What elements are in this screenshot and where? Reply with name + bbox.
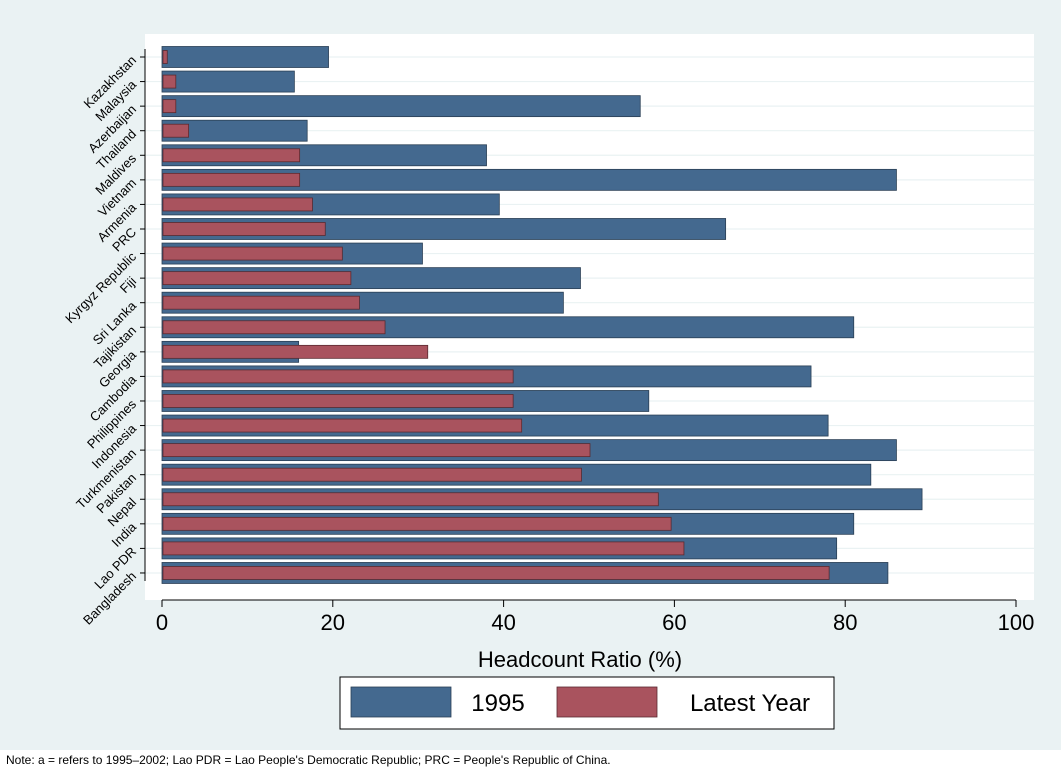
legend: 1995 Latest Year [339,676,835,730]
x-axis-title: Headcount Ratio (%) [478,647,682,672]
bar-1995 [161,119,308,142]
x-tick-label: 20 [321,610,345,635]
bar-latest-year [162,516,672,531]
bar-latest-year [162,344,429,359]
bar-latest-year [162,172,301,187]
bar-latest-year [162,566,830,580]
bars [161,46,923,584]
bar-latest-year [162,295,360,310]
x-tick-label: 100 [998,610,1035,635]
bar-1995 [161,168,897,191]
bar-latest-year [162,197,313,212]
legend-swatch-1995 [350,686,452,718]
bar-latest-year [162,541,685,556]
bar-latest-year [162,123,190,138]
bar-1995 [161,46,329,68]
x-tick-label: 60 [662,610,686,635]
bar-latest-year [162,246,343,261]
bar-latest-year [162,369,514,384]
bar-latest-year [162,271,352,286]
bar-latest-year [162,443,591,458]
bar-latest-year [162,418,523,433]
bar-latest-year [162,492,659,507]
bar-latest-year [162,99,177,114]
bar-latest-year [162,74,177,89]
bar-latest-year [162,222,326,236]
bar-latest-year [162,50,168,64]
x-tick-label: 80 [833,610,857,635]
bar-latest-year [162,148,301,163]
bar-1995 [161,95,641,118]
bar-latest-year [162,394,514,408]
legend-label-latest-year: Latest Year [690,690,810,717]
x-tick-label: 40 [491,610,515,635]
legend-label-1995: 1995 [471,690,524,717]
bar-latest-year [162,320,386,335]
bar-latest-year [162,467,582,482]
legend-swatch-latest-year [556,686,658,718]
x-tick-label: 0 [156,610,168,635]
bar-1995 [161,70,295,93]
footnote: Note: a = refers to 1995–2002; Lao PDR =… [6,753,611,767]
